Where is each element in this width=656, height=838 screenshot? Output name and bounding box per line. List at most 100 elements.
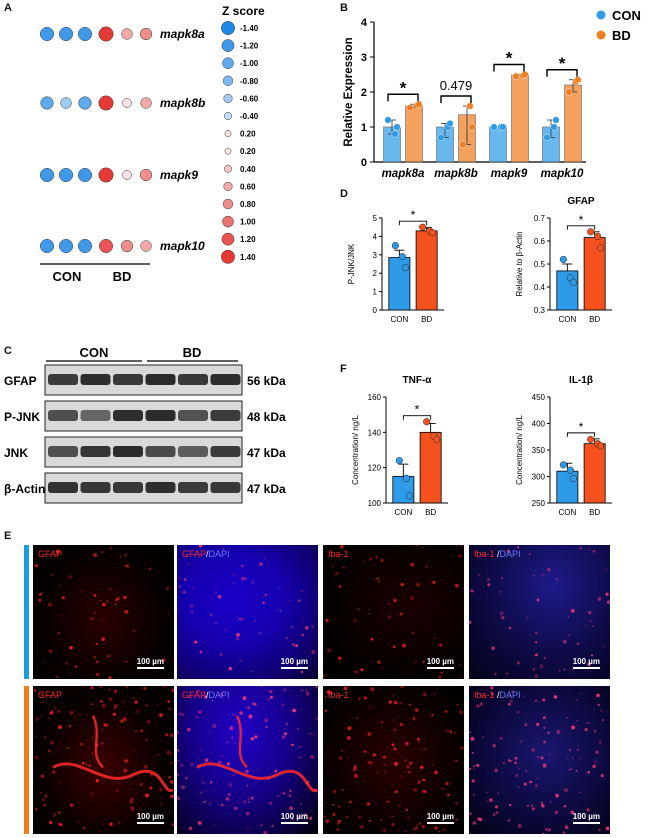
micro-bd-iba1-dapi: Iba-1 /DAPI 100 µm <box>469 686 610 834</box>
legend-value: -1.20 <box>240 42 259 51</box>
data-point <box>490 123 498 131</box>
significance-bracket <box>402 415 432 420</box>
heatmap-dot <box>99 239 113 253</box>
y-tick-label: 0.6 <box>534 237 546 246</box>
significance-label: * <box>579 420 584 434</box>
data-point <box>437 133 445 141</box>
data-point <box>594 232 602 240</box>
data-point <box>393 123 401 131</box>
x-tick-label: BD <box>425 508 436 517</box>
legend-value: 1.40 <box>240 253 256 262</box>
y-tick-label: 3 <box>361 52 367 64</box>
legend-dot <box>222 215 234 228</box>
legend-value: 0.40 <box>240 165 256 174</box>
data-point <box>459 140 467 148</box>
significance-label: * <box>559 54 566 73</box>
legend-value: -0.60 <box>240 94 259 103</box>
significance-label: * <box>506 49 513 68</box>
blot-kda-label: 47 kDa <box>247 482 286 496</box>
y-tick-label: 5 <box>373 214 378 223</box>
chart-title: TNF-α <box>403 375 433 386</box>
y-tick-label: 2 <box>373 269 378 278</box>
micro-con-iba1: Iba-1 100 µm <box>323 545 464 679</box>
legend-dot <box>221 249 235 264</box>
gene-label: mapk8b <box>160 96 205 110</box>
heatmap-dots <box>40 26 153 253</box>
legend-dot <box>224 147 232 155</box>
heatmap-dot <box>40 168 54 182</box>
data-point <box>433 435 441 443</box>
heatmap-dot <box>140 97 152 109</box>
micro-structures <box>177 686 318 834</box>
blot-band <box>80 446 111 457</box>
data-point <box>405 492 413 500</box>
bar-chart: 0 1 2 3 4 5 P-JNK/JNK CON BD * <box>347 208 444 324</box>
blot-band <box>80 374 111 385</box>
blot-band <box>210 482 241 493</box>
blot-band <box>145 446 176 457</box>
data-point <box>543 133 551 141</box>
panel-label-e: E <box>4 530 12 542</box>
significance-bracket <box>440 95 472 103</box>
legend-dot <box>221 232 235 246</box>
y-tick-label: 350 <box>532 446 546 455</box>
micro-structures <box>33 686 174 829</box>
panel-label-c: C <box>4 345 12 357</box>
blot-protein-label: GFAP <box>4 374 37 388</box>
data-point <box>402 474 410 482</box>
y-tick-label: 4 <box>361 17 368 29</box>
blot-band <box>113 482 143 493</box>
legend-dot <box>224 130 232 137</box>
blot-band <box>210 410 241 421</box>
data-point <box>391 130 399 138</box>
scale-bar: 100 µm <box>426 657 454 669</box>
significance-bracket <box>566 432 596 437</box>
panel-c-western-blot: CON BD GFAP 56 kDa P-JNK 48 kDa JNK 47 kDa β-A… <box>4 345 286 504</box>
heatmap-dot <box>78 27 92 41</box>
y-tick-label: 160 <box>368 393 382 402</box>
blot-protein-label: P-JNK <box>4 410 40 424</box>
heatmap-dot <box>78 168 92 182</box>
blot-band <box>145 482 176 493</box>
heatmap-dot <box>122 98 132 108</box>
y-tick-label: 400 <box>532 420 546 429</box>
y-tick-label: 300 <box>532 473 546 482</box>
legend-dot <box>224 112 232 120</box>
data-point <box>559 255 567 263</box>
y-tick-label: 250 <box>532 499 546 508</box>
heatmap-dot <box>140 240 152 252</box>
heatmap-dot <box>139 168 153 182</box>
bar-chart: IL-1β 250 300 350 400 450 Concentration/ ng/L C… <box>515 375 612 517</box>
data-point <box>423 418 431 426</box>
significance-bracket <box>398 220 428 226</box>
data-point <box>574 76 582 84</box>
micro-label: Iba-1 /DAPI <box>474 690 521 700</box>
y-axis-label: Relative Expression <box>343 37 355 146</box>
scale-bar: 100 µm <box>426 812 454 824</box>
y-axis-label: Relative to β-Actin <box>515 231 524 296</box>
y-axis-label: P-JNK/JNK <box>347 243 356 284</box>
scale-bar: 100 µm <box>136 657 164 669</box>
y-tick-label: 0 <box>373 306 378 315</box>
scale-bar: 100 µm <box>572 657 600 669</box>
data-point <box>566 466 574 474</box>
data-point <box>569 475 577 483</box>
data-point <box>446 119 454 127</box>
x-tick-label: CON <box>394 508 412 517</box>
y-tick-label: 1 <box>361 122 367 134</box>
y-tick-label: 450 <box>532 393 546 402</box>
y-axis-label: Concentration/ ng/L <box>351 415 360 485</box>
scale-bar: 100 µm <box>280 657 308 669</box>
data-point <box>512 72 520 80</box>
x-tick-label: BD <box>421 315 432 324</box>
heatmap-dot <box>78 96 92 110</box>
legend-value: 0.20 <box>240 147 256 156</box>
significance-label: 0.479 <box>440 78 473 93</box>
blot-band <box>145 374 176 385</box>
heatmap-dot <box>59 239 73 253</box>
x-tick-label: mapk8b <box>434 168 477 180</box>
y-tick-label: 0 <box>361 157 367 169</box>
panel-label-a: A <box>4 2 12 14</box>
x-tick-label: mapk10 <box>541 168 584 180</box>
